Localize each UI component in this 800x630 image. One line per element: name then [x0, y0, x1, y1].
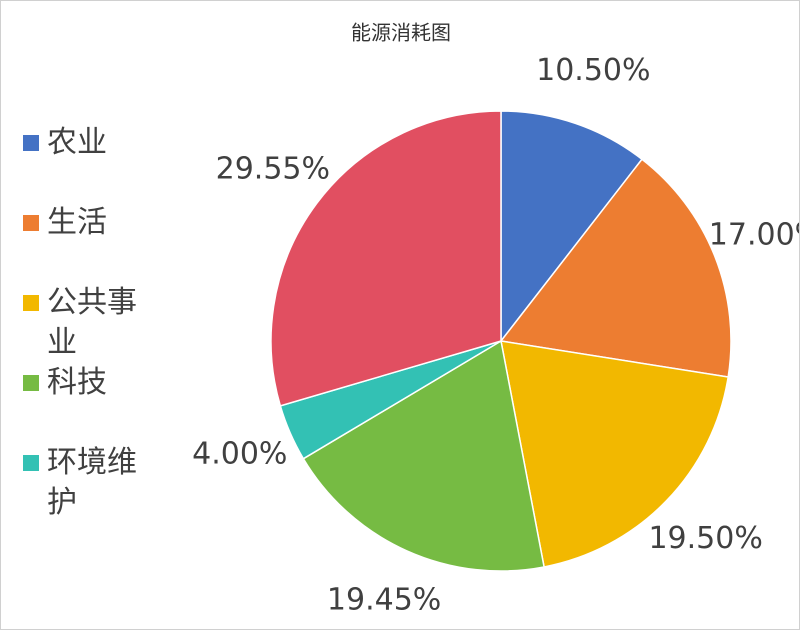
legend-swatch	[23, 135, 39, 151]
legend-label: 生活	[47, 205, 107, 240]
value-label: 29.55%	[216, 152, 330, 187]
pie-slice	[500, 110, 644, 344]
legend-swatch	[23, 295, 39, 311]
legend-swatch	[23, 215, 39, 231]
value-label: 4.00%	[192, 437, 287, 472]
value-label: 19.45%	[327, 582, 441, 617]
value-label: 10.50%	[536, 53, 650, 88]
legend-label: 公共事业	[47, 285, 137, 360]
legend-swatch	[23, 455, 39, 471]
pie-slice	[500, 340, 730, 568]
legend-item: 生活	[23, 203, 163, 243]
legend-swatch	[23, 375, 39, 391]
chart-title: 能源消耗图	[351, 21, 451, 45]
legend-label: 农业	[47, 125, 107, 160]
pie-slice	[270, 110, 502, 407]
legend-item: 公共事业	[23, 283, 163, 363]
pie-slice	[302, 339, 545, 572]
value-label: 17.00%	[709, 218, 799, 253]
pie-slice	[499, 158, 732, 378]
legend-item: 环境维护	[23, 443, 163, 523]
legend-item: 科技	[23, 363, 163, 403]
legend-label: 科技	[47, 365, 107, 400]
legend-label: 环境维护	[47, 445, 137, 520]
value-label: 19.50%	[648, 521, 762, 556]
legend-item: 农业	[23, 123, 163, 163]
